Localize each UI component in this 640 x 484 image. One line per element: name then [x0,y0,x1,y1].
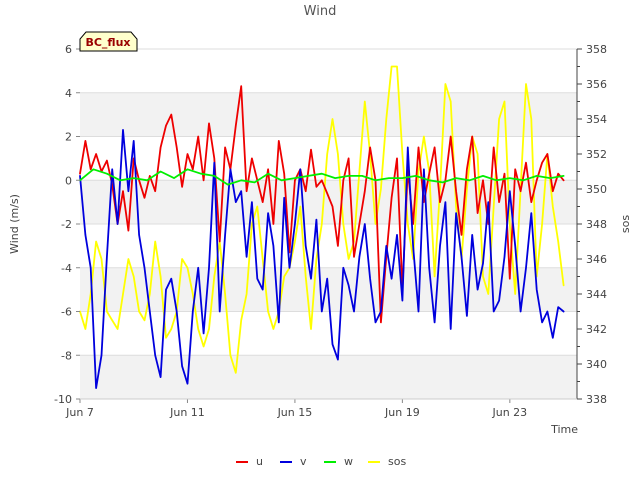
x-tick-label: Jun 19 [384,406,420,419]
x-tick-label: Jun 23 [491,406,527,419]
y2-axis-label: sos [619,215,632,233]
x-tick-label: Jun 15 [277,406,313,419]
x-axis-label: Time [550,423,578,436]
y-tick-label: -6 [61,306,72,319]
y2-tick-label: 356 [586,78,607,91]
y-tick-label: 2 [65,131,72,144]
y-tick-label: -4 [61,262,72,275]
axes: -10 -8 -6 -4 -2 0 2 4 6 338 340 342 344 346 348 350 352 3… [54,43,607,419]
legend-label-u: u [256,455,263,468]
y-tick-label: -10 [54,393,72,406]
x-tick-label: Jun 7 [65,406,94,419]
series-line-v [79,128,565,390]
y-axis-label: Wind (m/s) [8,194,21,254]
chart-title: Wind [304,4,337,19]
x-tick-label: Jun 11 [169,406,205,419]
y2-tick-label: 338 [586,393,607,406]
y2-tick-label: 352 [586,148,607,161]
y2-tick-label: 342 [586,323,607,336]
grid-band [80,355,577,399]
y2-tick-label: 348 [586,218,607,231]
grid-band [80,92,577,137]
y-tick-label: 0 [65,174,72,187]
legend-label-v: v [300,455,307,468]
y2-tick-label: 358 [586,43,607,56]
y2-tick-label: 350 [586,183,607,196]
y2-tick-label: 346 [586,253,607,266]
legend-label-w: w [344,455,353,468]
series-layer [79,65,565,390]
series-line-w [79,168,565,186]
legend-label-sos: sos [388,455,406,468]
y2-tick-label: 354 [586,113,607,126]
series-line-u [79,85,565,324]
y2-tick-label: 344 [586,288,607,301]
y-tick-label: -2 [61,218,72,231]
y-tick-label: 6 [65,43,72,56]
legend: u v w sos [236,455,406,468]
y-tick-label: -8 [61,349,72,362]
y-tick-label: 4 [65,87,72,100]
y2-tick-label: 340 [586,358,607,371]
badge-background [79,31,138,52]
bc-flux-badge: BC_flux [79,31,138,52]
badge-label: BC_flux [85,36,130,49]
series-line-sos [79,65,565,374]
